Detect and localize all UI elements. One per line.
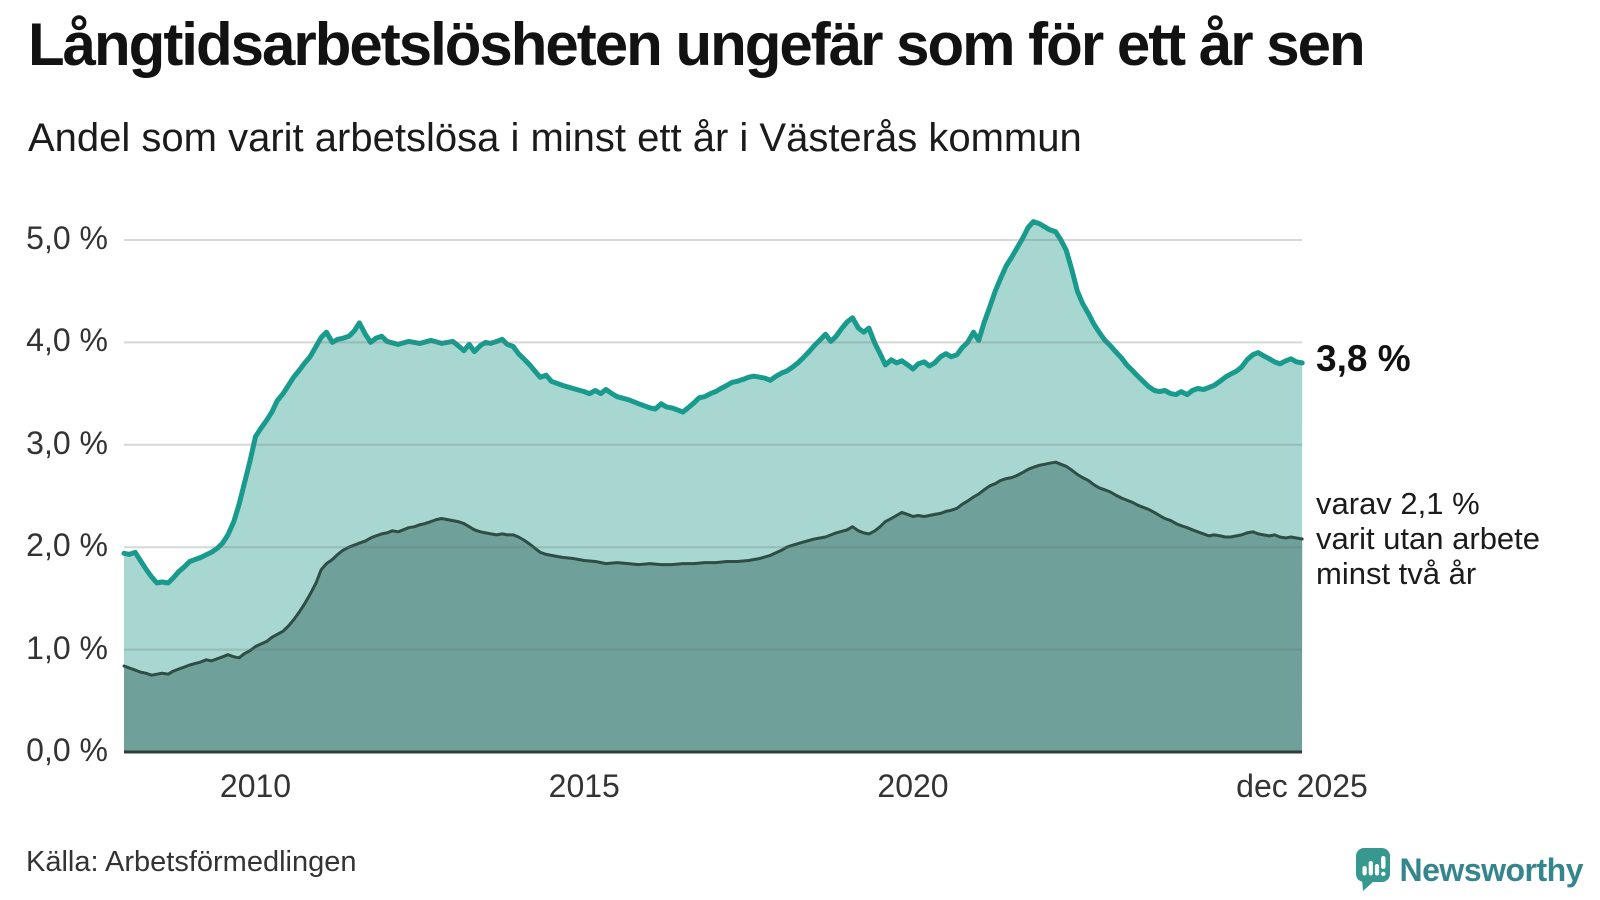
source-note: Källa: Arbetsförmedlingen (26, 846, 357, 878)
x-tick-label-1: 2015 (548, 768, 620, 804)
two-year-line (122, 460, 1304, 677)
brand-logo: Newsworthy (1355, 845, 1584, 895)
secondary-value-line1: varav 2,1 % (1316, 486, 1480, 521)
one-year-line (121, 219, 1305, 586)
brand-wordmark: Newsworthy (1399, 851, 1584, 888)
y-tick-label-2: 2,0 % (26, 527, 108, 564)
secondary-value-line3: minst två år (1316, 556, 1477, 591)
y-tick-label-5: 5,0 % (26, 220, 108, 256)
x-tick-label-2: 2020 (877, 768, 949, 804)
page-subtitle: Andel som varit arbetslösa i minst ett å… (28, 116, 1082, 160)
page-title: Långtidsarbetslösheten ungefär som för e… (28, 11, 1366, 78)
y-tick-label-1: 1,0 % (26, 629, 108, 666)
latest-value-label: 3,8 % (1316, 338, 1411, 379)
two-year-area (124, 462, 1303, 752)
y-tick-label-4: 4,0 % (26, 322, 108, 359)
x-tick-label-0: 2010 (219, 768, 292, 804)
secondary-value-line2: varit utan arbete (1316, 521, 1541, 556)
secondary-value-label: varav 2,1 % varit utan arbete minst två … (1316, 486, 1540, 591)
y-tick-label-3: 3,0 % (26, 424, 108, 461)
newsworthy-speech-bubble-icon (1355, 848, 1390, 891)
y-tick-label-0: 0,0 % (26, 732, 108, 768)
x-tick-label-3: dec 2025 (1236, 768, 1368, 804)
